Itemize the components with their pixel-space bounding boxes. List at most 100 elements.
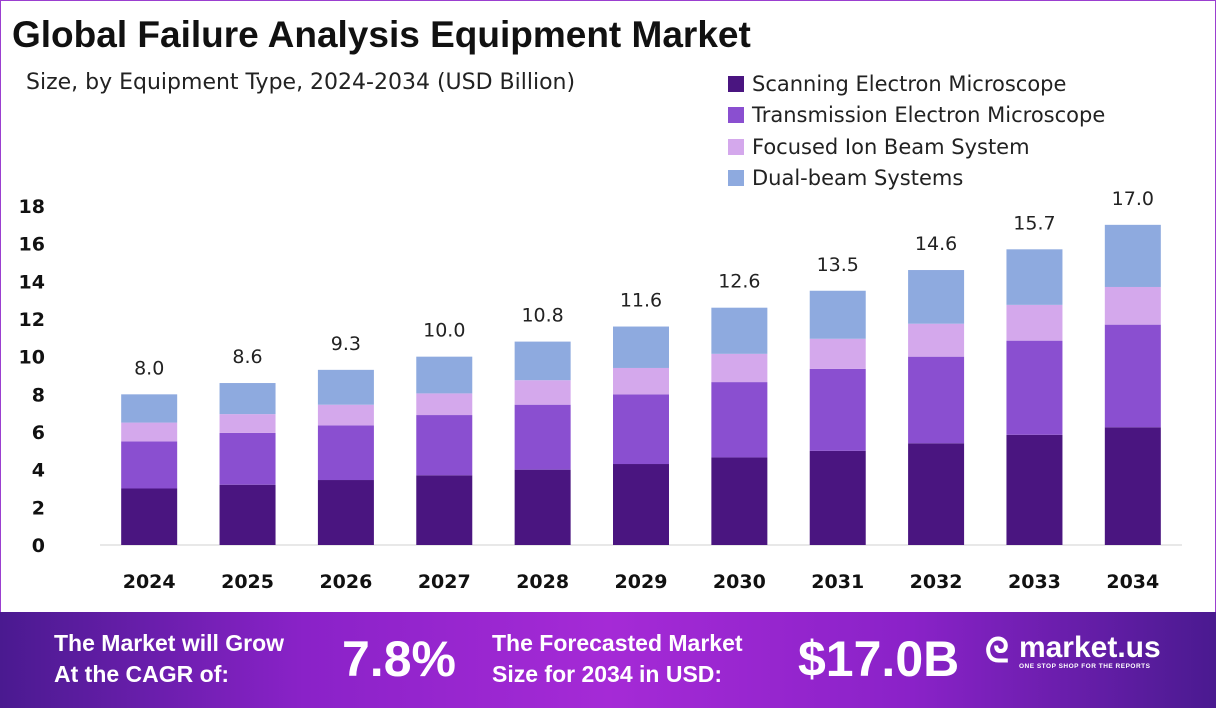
bar-segment bbox=[908, 443, 965, 545]
logo-tagline: ONE STOP SHOP FOR THE REPORTS bbox=[1018, 663, 1151, 670]
logo-icon: ᘓ bbox=[985, 632, 1009, 670]
forecast-label-line1: The Forecasted Market bbox=[492, 630, 743, 656]
x-tick-label: 2025 bbox=[221, 571, 274, 593]
x-tick-label: 2028 bbox=[516, 571, 569, 593]
y-tick-label: 10 bbox=[19, 347, 45, 369]
total-label: 17.0 bbox=[1112, 188, 1154, 210]
bar-segment bbox=[219, 484, 276, 545]
bar-segment bbox=[908, 270, 965, 324]
total-label: 15.7 bbox=[1013, 212, 1055, 234]
bar-segment bbox=[1104, 286, 1161, 325]
bar-segment bbox=[121, 422, 178, 442]
x-tick-label: 2034 bbox=[1106, 571, 1159, 593]
total-label: 10.8 bbox=[521, 305, 563, 327]
bar-segment bbox=[219, 432, 276, 485]
x-tick-label: 2032 bbox=[910, 571, 963, 593]
bar-segment bbox=[711, 382, 768, 458]
bar-segment bbox=[1006, 340, 1063, 435]
y-tick-label: 4 bbox=[32, 460, 45, 482]
bar-segment bbox=[514, 380, 571, 405]
logo-name: market.us bbox=[1018, 631, 1161, 664]
legend-label: Transmission Electron Microscope bbox=[752, 103, 1106, 128]
total-label: 13.5 bbox=[817, 254, 859, 276]
cagr-label-line2: At the CAGR of: bbox=[54, 661, 230, 687]
cagr-value: 7.8% bbox=[342, 631, 456, 687]
bar-segment bbox=[908, 356, 965, 444]
bar-segment bbox=[219, 383, 276, 415]
bar-segment bbox=[1104, 427, 1161, 545]
bar-segment bbox=[219, 414, 276, 433]
bar-segment bbox=[121, 394, 178, 423]
bar-segment bbox=[1006, 304, 1063, 341]
bar-segment bbox=[317, 425, 374, 481]
bar-segment bbox=[317, 480, 374, 545]
legend: Scanning Electron Microscope Transmissio… bbox=[728, 68, 1105, 194]
bar-segment bbox=[613, 326, 669, 368]
total-label: 10.0 bbox=[423, 320, 465, 342]
bar-segment bbox=[613, 367, 669, 395]
bar-segment bbox=[1104, 324, 1161, 428]
bar-segment bbox=[711, 307, 768, 354]
market-us-logo: ᘓ market.us ONE STOP SHOP FOR THE REPORT… bbox=[985, 632, 1161, 671]
bar-segment bbox=[809, 290, 866, 339]
y-tick-label: 6 bbox=[32, 422, 45, 444]
total-label: 9.3 bbox=[331, 333, 361, 355]
bar-segment bbox=[121, 441, 178, 489]
legend-swatch bbox=[728, 170, 744, 187]
legend-swatch bbox=[728, 138, 744, 155]
total-label: 8.6 bbox=[232, 346, 262, 368]
legend-item-dual-beam: Dual-beam Systems bbox=[728, 163, 1105, 195]
bar-segment bbox=[317, 369, 374, 405]
legend-item-fib: Focused Ion Beam System bbox=[728, 131, 1105, 163]
bar-segment bbox=[809, 338, 866, 369]
legend-label: Dual-beam Systems bbox=[752, 166, 964, 191]
total-label: 11.6 bbox=[620, 290, 662, 312]
bar-segment bbox=[1104, 224, 1161, 287]
x-tick-label: 2026 bbox=[319, 571, 372, 593]
bar-segment bbox=[1006, 249, 1063, 305]
total-label: 8.0 bbox=[134, 357, 164, 379]
forecast-label: The Forecasted Market Size for 2034 in U… bbox=[492, 628, 743, 690]
legend-label: Focused Ion Beam System bbox=[752, 134, 1030, 159]
y-tick-label: 8 bbox=[32, 384, 45, 406]
legend-swatch bbox=[728, 75, 744, 92]
chart-subtitle: Size, by Equipment Type, 2024-2034 (USD … bbox=[26, 70, 576, 95]
cagr-label: The Market will Grow At the CAGR of: bbox=[54, 628, 284, 690]
x-tick-label: 2029 bbox=[615, 571, 668, 593]
bar-segment bbox=[613, 464, 669, 545]
bar-segment bbox=[711, 353, 768, 383]
y-tick-label: 2 bbox=[32, 497, 45, 519]
bar-segment bbox=[416, 356, 473, 394]
bar-segment bbox=[809, 450, 866, 545]
bar-segment bbox=[416, 393, 473, 416]
bar-segment bbox=[416, 415, 473, 476]
bar-segment bbox=[317, 404, 374, 426]
bar-segment bbox=[809, 368, 866, 451]
bar-segment bbox=[416, 475, 473, 545]
y-tick-label: 14 bbox=[19, 271, 45, 293]
legend-item-sem: Scanning Electron Microscope bbox=[728, 68, 1105, 100]
forecast-label-line2: Size for 2034 in USD: bbox=[492, 661, 723, 687]
total-label: 12.6 bbox=[718, 271, 760, 293]
cagr-label-line1: The Market will Grow bbox=[54, 630, 285, 656]
bar-segment bbox=[711, 457, 768, 545]
legend-swatch bbox=[728, 107, 744, 124]
chart-title: Global Failure Analysis Equipment Market bbox=[12, 14, 751, 55]
bar-segment bbox=[514, 341, 571, 381]
x-tick-label: 2024 bbox=[123, 571, 176, 593]
total-label: 14.6 bbox=[915, 233, 957, 255]
stacked-bar-chart: 0 2 4 6 8 10 12 14 16 18 8.0 2024 8.6 2025 9.3 2026 10.0… bbox=[19, 188, 1182, 593]
summary-banner: The Market will Grow At the CAGR of: 7.8… bbox=[0, 612, 1216, 708]
y-tick-label: 0 bbox=[32, 535, 45, 557]
y-tick-label: 16 bbox=[19, 234, 45, 256]
bar-segment bbox=[514, 469, 571, 545]
bar-segment bbox=[613, 394, 669, 465]
legend-label: Scanning Electron Microscope bbox=[752, 71, 1067, 96]
x-tick-label: 2033 bbox=[1008, 571, 1061, 593]
y-tick-label: 12 bbox=[19, 309, 45, 331]
bar-segment bbox=[908, 323, 965, 357]
bar-segment bbox=[1006, 434, 1063, 545]
x-tick-label: 2027 bbox=[418, 571, 471, 593]
legend-item-tem: Transmission Electron Microscope bbox=[728, 100, 1105, 132]
forecast-value: $17.0B bbox=[798, 631, 960, 687]
